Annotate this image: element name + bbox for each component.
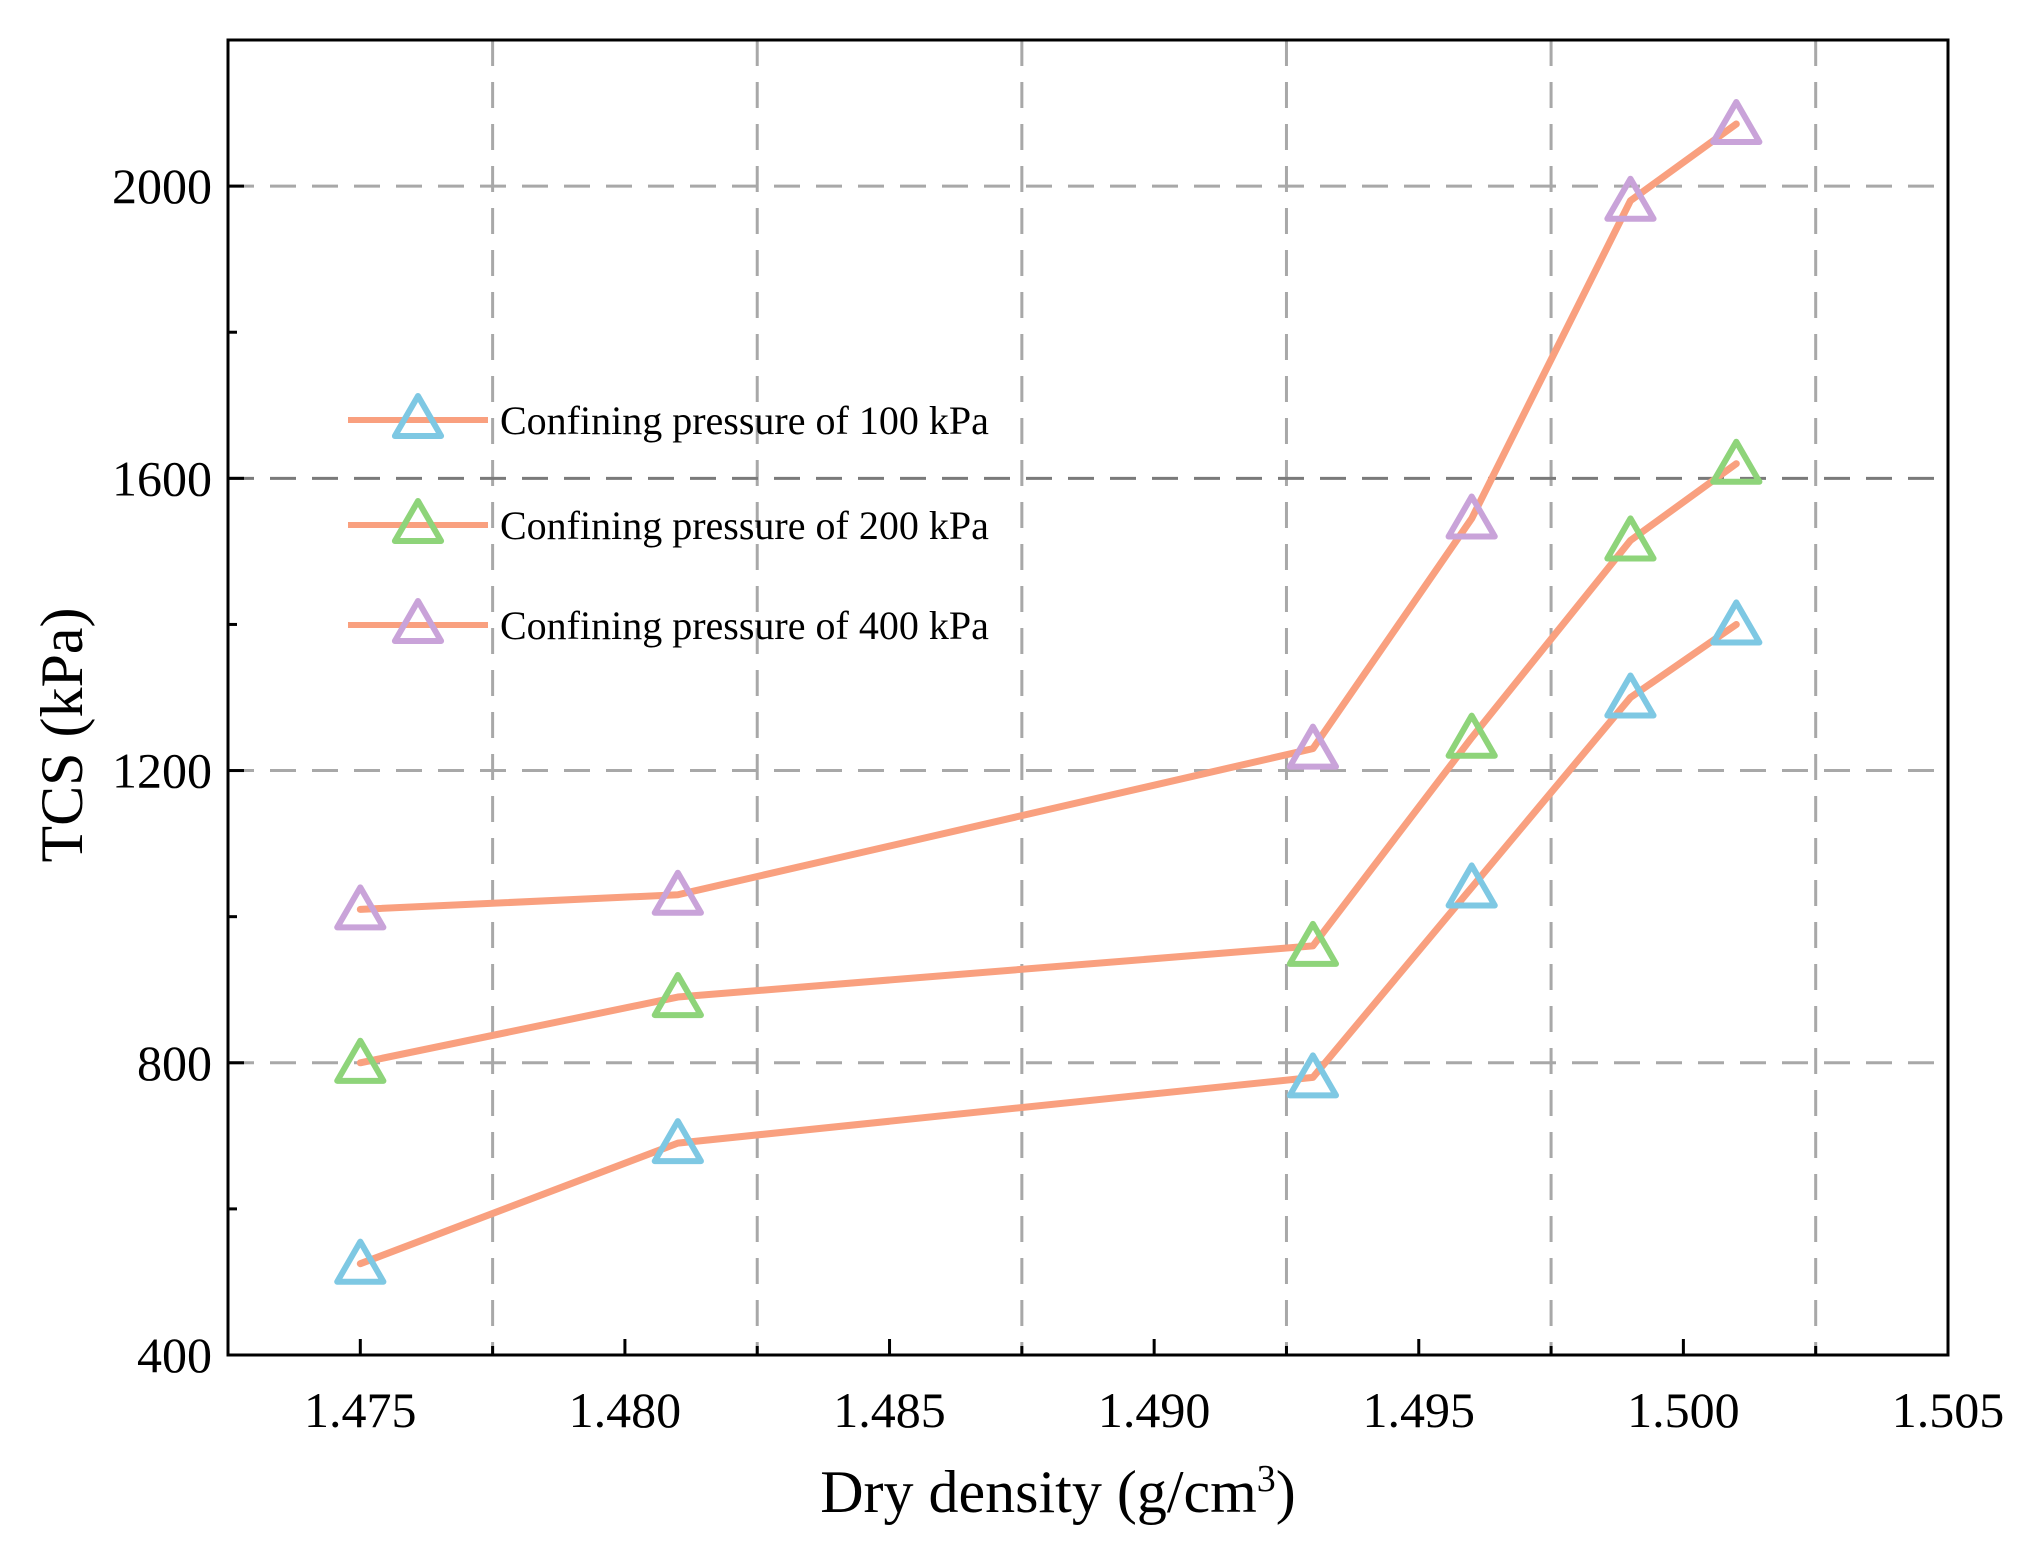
- y-tick-label: 2000: [112, 158, 212, 214]
- data-point-marker: [651, 1118, 704, 1165]
- series-line: [356, 120, 1740, 913]
- axis-ticks: 1.475 1.480 1.485 1.490 1.495 1.500 1.505 400 80…: [112, 38, 2005, 1438]
- x-axis-title: Dry density (g/cm3): [820, 1458, 1296, 1525]
- x-tick-label: 1.480: [569, 1382, 682, 1438]
- data-point-marker: [1604, 175, 1657, 222]
- data-point-marker: [1286, 920, 1340, 967]
- y-tick-label: 400: [137, 1327, 212, 1383]
- data-point-marker: [334, 1037, 387, 1084]
- data-point-marker: [1286, 1052, 1340, 1099]
- series-2: [334, 438, 1763, 1084]
- legend-label: Confining pressure of 200 kPa: [500, 503, 989, 548]
- series-line: [356, 620, 1740, 1268]
- x-tick-label: 1.500: [1627, 1382, 1740, 1438]
- x-tick-label: 1.490: [1098, 1382, 1211, 1438]
- series-layer: [334, 99, 1763, 1285]
- x-tick-label: 1.495: [1363, 1382, 1476, 1438]
- legend-item: Confining pressure of 100 kPa: [348, 393, 989, 443]
- legend: Confining pressure of 100 kPa Confining p…: [348, 393, 989, 648]
- x-tick-label: 1.485: [833, 1382, 946, 1438]
- legend-item: Confining pressure of 400 kPa: [348, 598, 989, 648]
- legend-marker: [391, 498, 445, 545]
- legend-label: Confining pressure of 400 kPa: [500, 603, 989, 648]
- data-point-marker: [334, 1238, 387, 1285]
- legend-marker: [391, 598, 445, 645]
- data-point-marker: [1710, 438, 1763, 485]
- data-point-marker: [1445, 493, 1498, 540]
- series-1: [334, 599, 1763, 1285]
- x-tick-label: 1.505: [1892, 1382, 2005, 1438]
- y-tick-label: 1600: [112, 450, 212, 506]
- grid-lines: [228, 40, 1948, 1355]
- legend-label: Confining pressure of 100 kPa: [500, 398, 989, 443]
- data-point-marker: [1604, 515, 1657, 562]
- series-3: [334, 99, 1763, 931]
- data-point-marker: [1445, 862, 1498, 909]
- series-line: [356, 460, 1740, 1067]
- data-point-marker: [1710, 599, 1763, 646]
- x-tick-label: 1.475: [304, 1382, 417, 1438]
- data-point-marker: [651, 869, 704, 916]
- data-point-marker: [334, 884, 387, 931]
- y-axis-title: TCS (kPa): [29, 608, 95, 863]
- data-point-marker: [1286, 723, 1340, 770]
- legend-item: Confining pressure of 200 kPa: [348, 498, 989, 548]
- plot-frame: [226, 38, 1950, 1357]
- data-point-marker: [1710, 99, 1763, 146]
- y-tick-label: 800: [137, 1035, 212, 1091]
- data-point-marker: [1445, 712, 1498, 759]
- data-point-marker: [1604, 672, 1657, 719]
- y-tick-label: 1200: [112, 743, 212, 799]
- data-point-marker: [651, 972, 704, 1019]
- legend-marker: [391, 393, 445, 440]
